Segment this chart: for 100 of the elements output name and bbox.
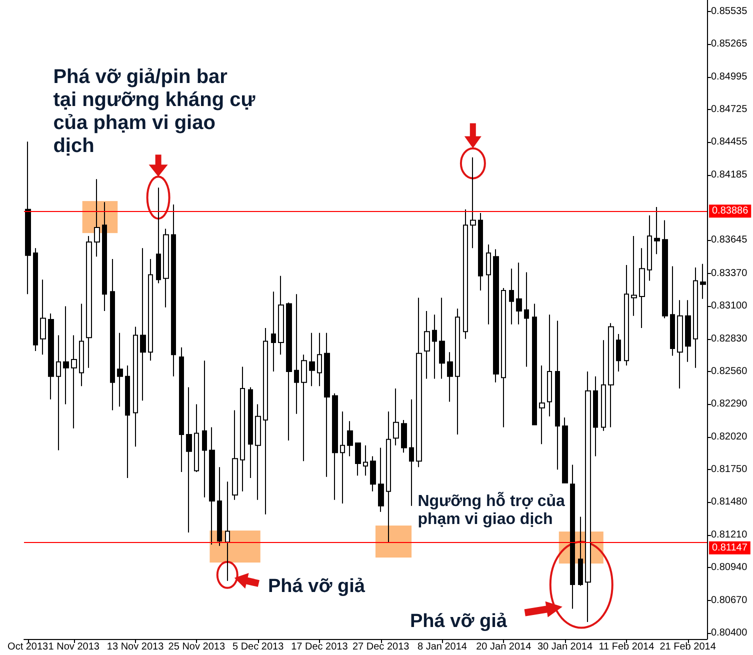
- candlestick: [125, 364, 130, 479]
- candlestick: [532, 303, 537, 426]
- y-tick-label: 0.81210: [711, 529, 748, 540]
- y-tick-label: 0.82560: [711, 366, 748, 378]
- candlestick: [677, 300, 683, 389]
- candlestick: [117, 332, 123, 408]
- y-tick-label: 0.85535: [711, 6, 748, 17]
- candlestick: [593, 376, 598, 457]
- candlestick: [424, 310, 430, 380]
- x-tick-label: 20 Jan 2014: [476, 642, 532, 652]
- candlestick: [524, 272, 529, 368]
- candlestick: [539, 364, 545, 445]
- candlestick: [662, 220, 668, 319]
- y-tick-label: 0.84185: [711, 169, 748, 180]
- candlestick: [263, 327, 268, 515]
- candlestick: [486, 244, 491, 325]
- y-tick-label: 0.80940: [711, 562, 748, 574]
- candlestick: [509, 268, 514, 325]
- annotation: Ngưỡng hỗ trợ của phạm vi giao dịch: [418, 493, 566, 529]
- y-tick-label: 0.80670: [711, 594, 748, 606]
- candlestick: [685, 300, 691, 362]
- candlestick: [286, 302, 292, 442]
- candlestick: [386, 410, 391, 543]
- candlestick: [439, 297, 445, 380]
- candlestick: [547, 314, 552, 417]
- candlestick: [570, 464, 575, 610]
- y-tick-label: 0.81480: [711, 496, 748, 508]
- x-tick-label: 27 Dec 2013: [352, 642, 410, 652]
- candlestick: [493, 248, 499, 383]
- candlestick: [163, 228, 169, 308]
- candlestick: [639, 248, 645, 328]
- candlestick: [317, 332, 322, 387]
- y-tick-label: 0.84725: [711, 104, 748, 116]
- candlestick: [409, 398, 414, 506]
- candlestick: [202, 360, 207, 498]
- annotation: Phá vỡ giả: [410, 611, 508, 633]
- candlestick: [33, 248, 38, 352]
- candlestick: [654, 206, 660, 255]
- x-tick-label: 17 Dec 2013: [291, 642, 348, 652]
- candlestick: [355, 442, 361, 476]
- candlestick: [578, 516, 583, 586]
- candlestick: [455, 308, 460, 435]
- candlestick: [555, 320, 560, 470]
- y-tick-label: 0.82290: [711, 398, 748, 410]
- x-tick-label: 8 Jan 2014: [417, 642, 468, 652]
- candlestick: [94, 178, 100, 258]
- annotation: Phá vỡ giả: [268, 576, 366, 598]
- candlestick: [432, 314, 437, 380]
- candlestick: [40, 279, 46, 356]
- candlestick: [186, 386, 192, 533]
- annotation: Phá vỡ giả/pin bar tại ngưỡng kháng cự của phạm vi giao dịch: [53, 66, 256, 158]
- y-tick-label: 0.84455: [711, 136, 748, 148]
- candlestick: [624, 264, 629, 366]
- candlestick: [271, 291, 276, 372]
- x-tick-label: 25 Nov 2013: [168, 642, 226, 652]
- candlestick: [102, 202, 107, 312]
- candlestick: [447, 352, 453, 402]
- candlestick: [370, 456, 376, 492]
- candlestick: [478, 212, 483, 291]
- candlestick: [71, 334, 77, 429]
- candlestick: [470, 156, 476, 249]
- candlestick: [562, 417, 568, 484]
- x-tick-label: 5 Dec 2013: [232, 642, 284, 652]
- x-tick-label: Oct 2013: [8, 642, 49, 652]
- candlestick: [25, 141, 31, 295]
- candlestick: [240, 366, 245, 492]
- candlestick: [332, 392, 338, 500]
- y-tick-label: 0.82830: [711, 333, 748, 344]
- ref-line-label: 0.81147: [712, 542, 748, 554]
- x-tick-label: 1 Nov 2013: [48, 642, 100, 652]
- x-tick-label: 21 Feb 2014: [660, 642, 716, 652]
- candlestick: [56, 334, 61, 451]
- y-tick-label: 0.83645: [711, 234, 748, 246]
- candlestick: [401, 419, 407, 454]
- candlestick: [347, 420, 353, 457]
- candlestick: [324, 332, 330, 478]
- y-tick-label: 0.84995: [711, 71, 748, 82]
- candlestick: [294, 294, 299, 414]
- candlestick: [631, 235, 637, 316]
- candlestick: [194, 404, 199, 472]
- candlestick: [670, 266, 675, 356]
- candlestick: [363, 444, 368, 476]
- candlestick: [148, 258, 153, 362]
- candlestick: [133, 326, 138, 448]
- candlestick: [416, 297, 422, 468]
- candlestick: [693, 266, 698, 368]
- candlestick: [501, 288, 506, 428]
- candlestick: [309, 332, 315, 387]
- candlestick: [647, 214, 652, 282]
- x-tick-label: 11 Feb 2014: [598, 642, 655, 652]
- y-tick-label: 0.82020: [711, 431, 748, 442]
- candlestick: [516, 262, 522, 325]
- candlestick: [110, 258, 115, 411]
- candlestick: [278, 275, 284, 356]
- candlestick: [616, 334, 621, 372]
- candlestick: [86, 235, 92, 368]
- candlestick: [248, 386, 253, 479]
- candlestick: [156, 187, 161, 284]
- candlestick: [378, 447, 384, 512]
- candlestick: [209, 426, 215, 546]
